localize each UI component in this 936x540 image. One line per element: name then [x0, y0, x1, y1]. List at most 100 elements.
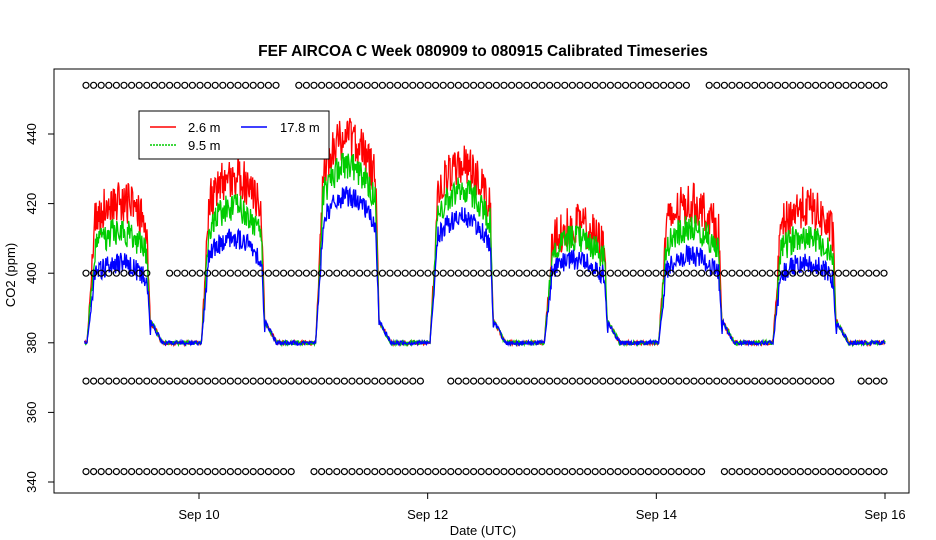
- calibration-point: [272, 377, 280, 385]
- calibration-point: [128, 81, 136, 89]
- calibration-point: [158, 468, 166, 476]
- calibration-point: [135, 468, 143, 476]
- calibration-point: [356, 81, 364, 89]
- calibration-point: [637, 269, 645, 277]
- calibration-point: [173, 377, 181, 385]
- calibration-point: [470, 468, 478, 476]
- legend-box: [138, 110, 330, 160]
- calibration-point: [591, 468, 599, 476]
- calibration-point: [363, 81, 371, 89]
- x-tick-label: Sep 10: [178, 507, 219, 522]
- calibration-point: [545, 377, 554, 385]
- calibration-point: [652, 81, 660, 89]
- x-tick-label: Sep 12: [407, 507, 448, 522]
- calibration-point: [310, 468, 318, 476]
- calibration-point: [257, 377, 265, 385]
- calibration-point: [796, 377, 805, 385]
- calibration-point: [295, 81, 303, 89]
- calibration-point: [827, 81, 835, 89]
- calibration-point: [659, 81, 668, 89]
- calibration-point: [667, 468, 675, 476]
- calibration-point: [173, 269, 181, 277]
- calibration-point: [591, 81, 599, 89]
- calibration-point: [485, 269, 493, 277]
- calibration-point: [196, 269, 204, 277]
- x-axis-label: Date (UTC): [450, 523, 516, 538]
- calibration-point: [477, 468, 485, 476]
- calibration-point: [120, 468, 128, 476]
- calibration-point: [690, 269, 698, 277]
- calibration-point: [583, 468, 592, 476]
- calibration-point: [804, 468, 812, 476]
- series-layer: [84, 117, 886, 348]
- calibration-point: [454, 377, 462, 385]
- calibration-point: [150, 81, 158, 89]
- calibration-point: [637, 468, 645, 476]
- calibration-point: [880, 269, 888, 277]
- calibration-point: [667, 81, 675, 89]
- calibration-point: [781, 269, 789, 277]
- calibration-point: [576, 468, 584, 476]
- calibration-point: [196, 81, 204, 89]
- calibration-point: [135, 269, 143, 277]
- calibration-point: [302, 269, 310, 277]
- calibration-point: [158, 81, 166, 89]
- calibration-point: [606, 269, 615, 277]
- calibration-point: [196, 468, 204, 476]
- calibration-point: [82, 468, 90, 476]
- calibration-point: [325, 377, 333, 385]
- calibration-point: [667, 269, 675, 277]
- calibration-point: [523, 269, 531, 277]
- calibration-point: [348, 81, 356, 89]
- calibration-point: [508, 81, 516, 89]
- calibration-point: [325, 269, 333, 277]
- calibration-point: [720, 269, 729, 277]
- calibration-point: [470, 269, 478, 277]
- calibration-point: [705, 81, 713, 89]
- calibration-point: [287, 269, 295, 277]
- calibration-point: [789, 377, 797, 385]
- calibration-point: [150, 468, 158, 476]
- calibration-point: [470, 377, 478, 385]
- calibration-point: [485, 377, 493, 385]
- calibration-point: [857, 81, 865, 89]
- calibration-point: [302, 81, 310, 89]
- calibration-point: [637, 377, 645, 385]
- calibration-point: [606, 377, 615, 385]
- calibration-point: [682, 468, 691, 476]
- calibration-point: [386, 81, 394, 89]
- calibration-point: [485, 81, 493, 89]
- calibration-point: [401, 377, 409, 385]
- calibration-point: [447, 468, 455, 476]
- calibration-point: [728, 468, 736, 476]
- calibration-point: [264, 468, 272, 476]
- calibration-point: [758, 377, 767, 385]
- calibration-point: [508, 377, 516, 385]
- calibration-point: [211, 377, 219, 385]
- calibration-point: [416, 269, 424, 277]
- calibration-point: [378, 81, 386, 89]
- calibration-point: [766, 269, 774, 277]
- calibration-point: [796, 269, 805, 277]
- calibration-point: [416, 377, 424, 385]
- calibration-point: [842, 468, 850, 476]
- calibration-point: [409, 468, 417, 476]
- calibration-point: [181, 377, 189, 385]
- calibration-point: [181, 269, 189, 277]
- calibration-point: [644, 81, 653, 89]
- calibration-point: [454, 468, 462, 476]
- calibration-point: [128, 269, 136, 277]
- calibration-point: [234, 81, 242, 89]
- calibration-point: [819, 81, 827, 89]
- calibration-point: [583, 377, 592, 385]
- calibration-point: [333, 269, 341, 277]
- calibration-point: [872, 269, 881, 277]
- calibration-point: [226, 269, 234, 277]
- calibration-point: [849, 468, 858, 476]
- calibration-point: [432, 468, 440, 476]
- calibration-point: [386, 468, 394, 476]
- calibration-point: [492, 269, 500, 277]
- calibration-point: [128, 377, 136, 385]
- calibration-point: [401, 269, 409, 277]
- calibration-point: [82, 377, 90, 385]
